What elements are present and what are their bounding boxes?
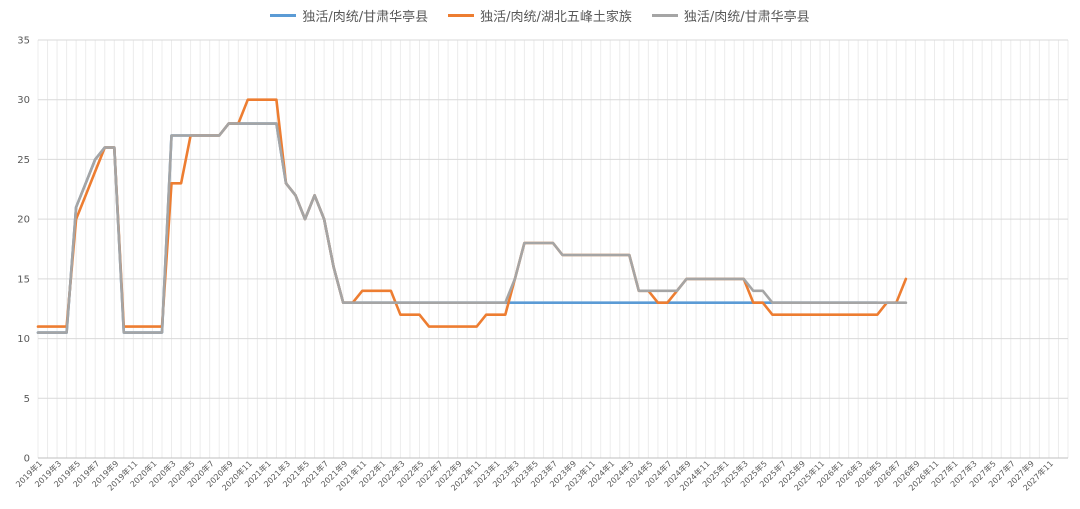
y-tick-label: 10 <box>17 334 30 345</box>
y-tick-label: 20 <box>17 215 30 226</box>
legend-label-2: 独活/肉统/湖北五峰土家族 <box>480 10 632 25</box>
y-tick-label: 5 <box>24 394 30 405</box>
legend: 独活/肉统/甘肃华亭县 独活/肉统/湖北五峰土家族 独活/肉统/甘肃华亭县 <box>0 6 1080 25</box>
legend-item-3: 独活/肉统/甘肃华亭县 <box>651 6 810 25</box>
legend-swatch-1 <box>270 14 297 17</box>
y-tick-label: 15 <box>17 274 30 285</box>
legend-label-1: 独活/肉统/甘肃华亭县 <box>302 10 429 25</box>
legend-item-2: 独活/肉统/湖北五峰土家族 <box>448 6 632 25</box>
legend-swatch-3 <box>651 14 678 17</box>
legend-label-3: 独活/肉统/甘肃华亭县 <box>683 10 810 25</box>
y-tick-label: 30 <box>17 95 30 106</box>
y-tick-label: 0 <box>24 454 30 465</box>
y-tick-label: 35 <box>17 36 30 47</box>
series-line-3 <box>36 122 908 334</box>
legend-item-1: 独活/肉统/甘肃华亭县 <box>270 6 428 25</box>
y-tick-label: 25 <box>17 155 30 166</box>
series-line-2 <box>36 98 908 328</box>
legend-swatch-2 <box>448 14 475 17</box>
